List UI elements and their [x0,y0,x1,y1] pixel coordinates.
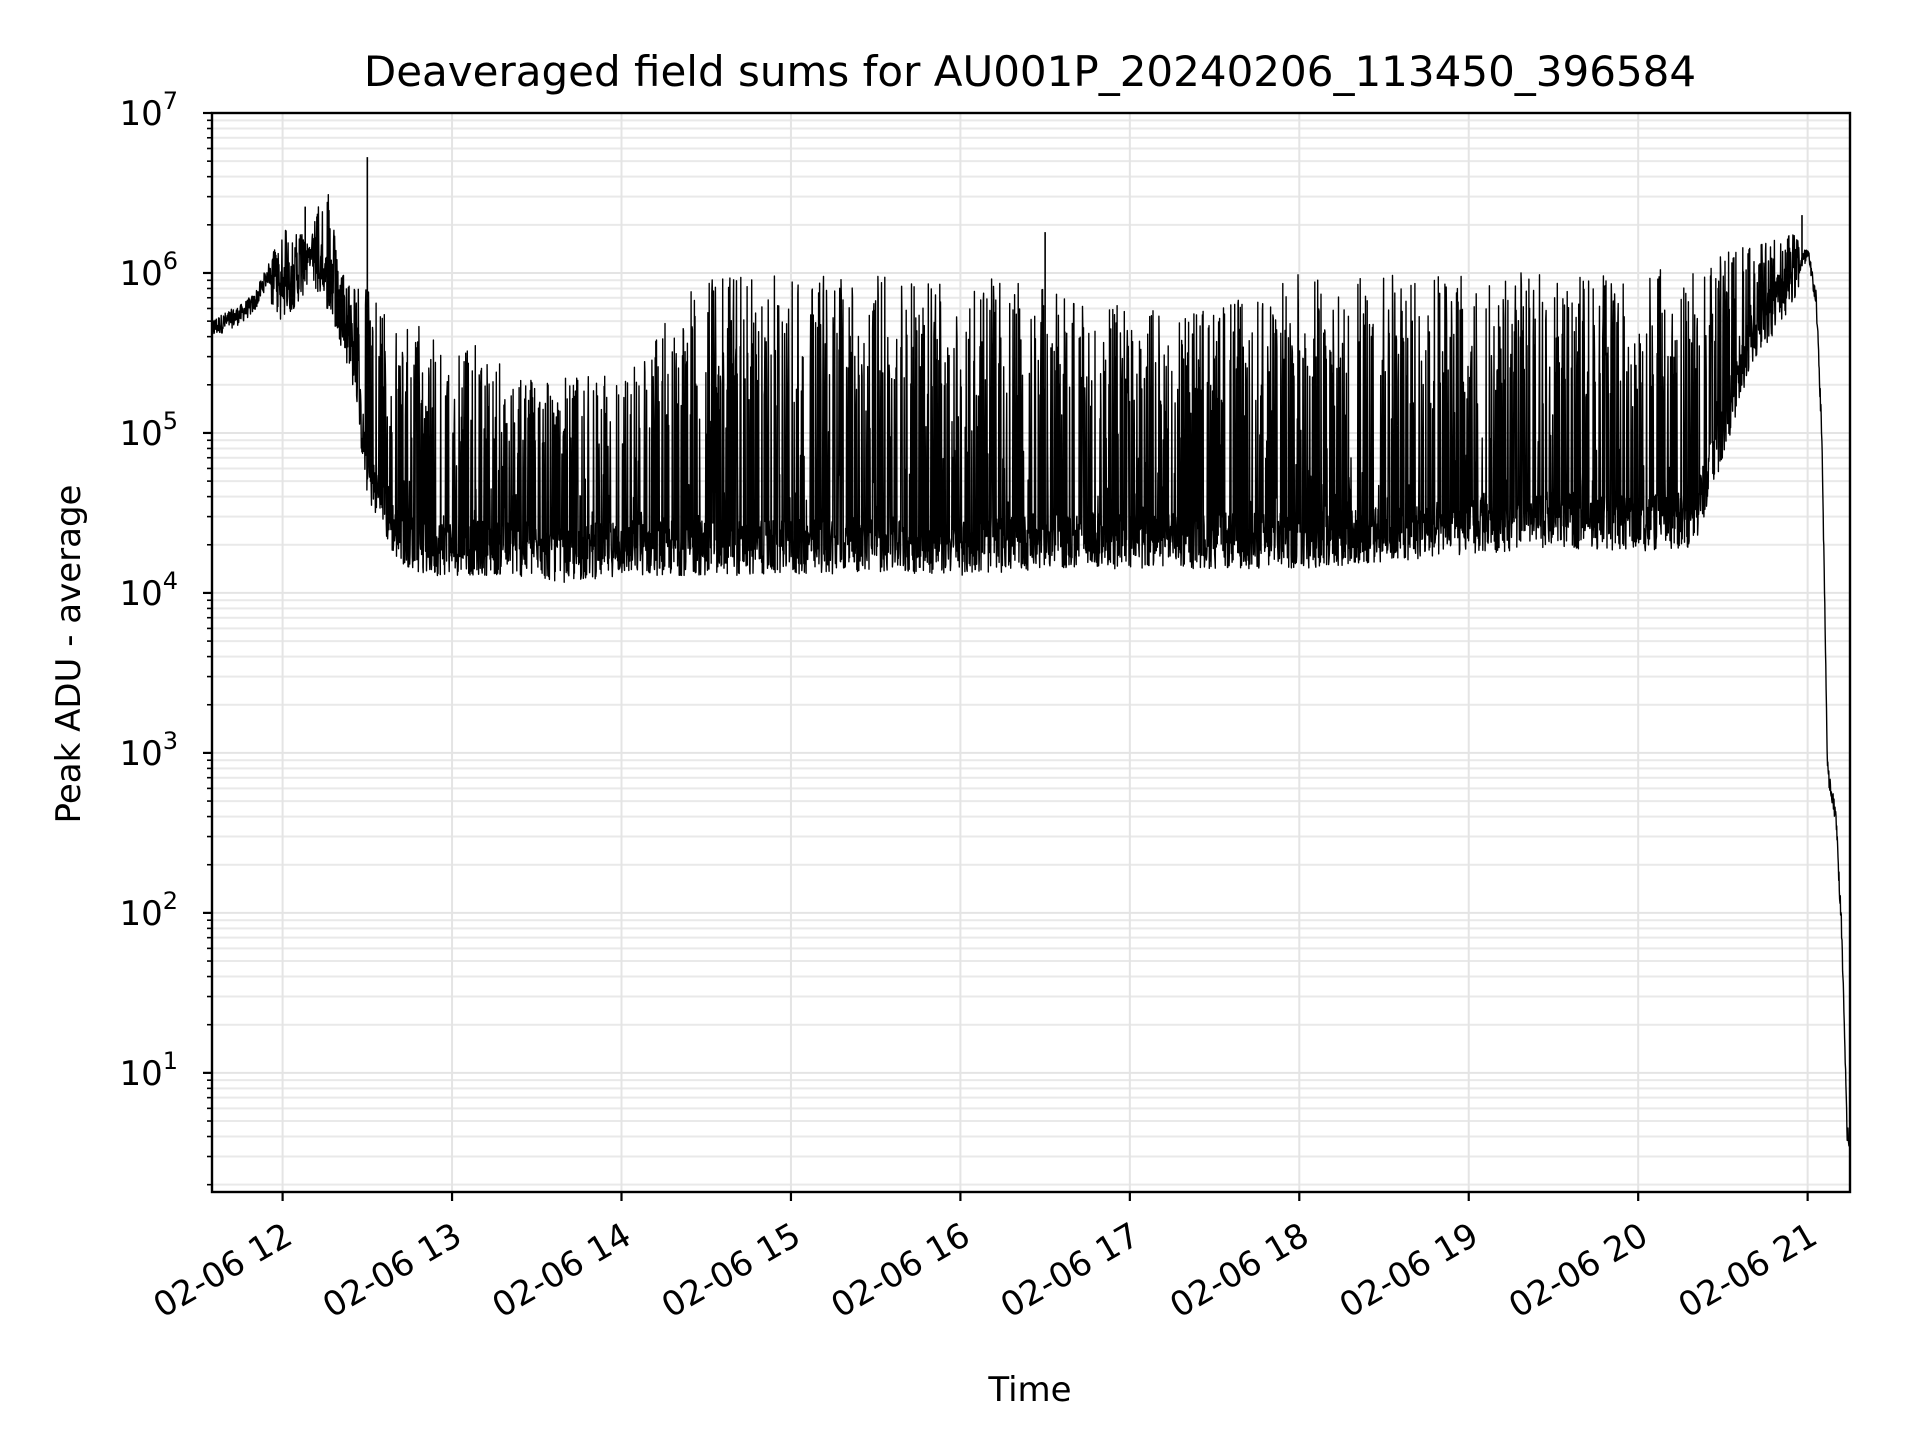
y-tick-label: 101 [119,1047,178,1094]
y-axis: 101 102 103 104 105 106 107 [119,87,212,1186]
x-axis-label: Time [987,1370,1071,1410]
y-tick-label: 105 [119,407,178,454]
y-tick-label: 104 [119,567,178,614]
major-grid [212,112,1850,1192]
y-tick-label: 102 [119,887,178,934]
chart-title: Deaveraged field sums for AU001P_2024020… [364,47,1696,96]
y-tick-label: 106 [119,247,178,294]
data-series [211,157,1851,1147]
series-line [211,194,1851,1147]
y-axis-label: Peak ADU - average [49,485,89,824]
plot-frame [210,111,1852,1194]
y-tick-label: 107 [119,87,178,134]
y-tick-label: 103 [119,727,178,774]
